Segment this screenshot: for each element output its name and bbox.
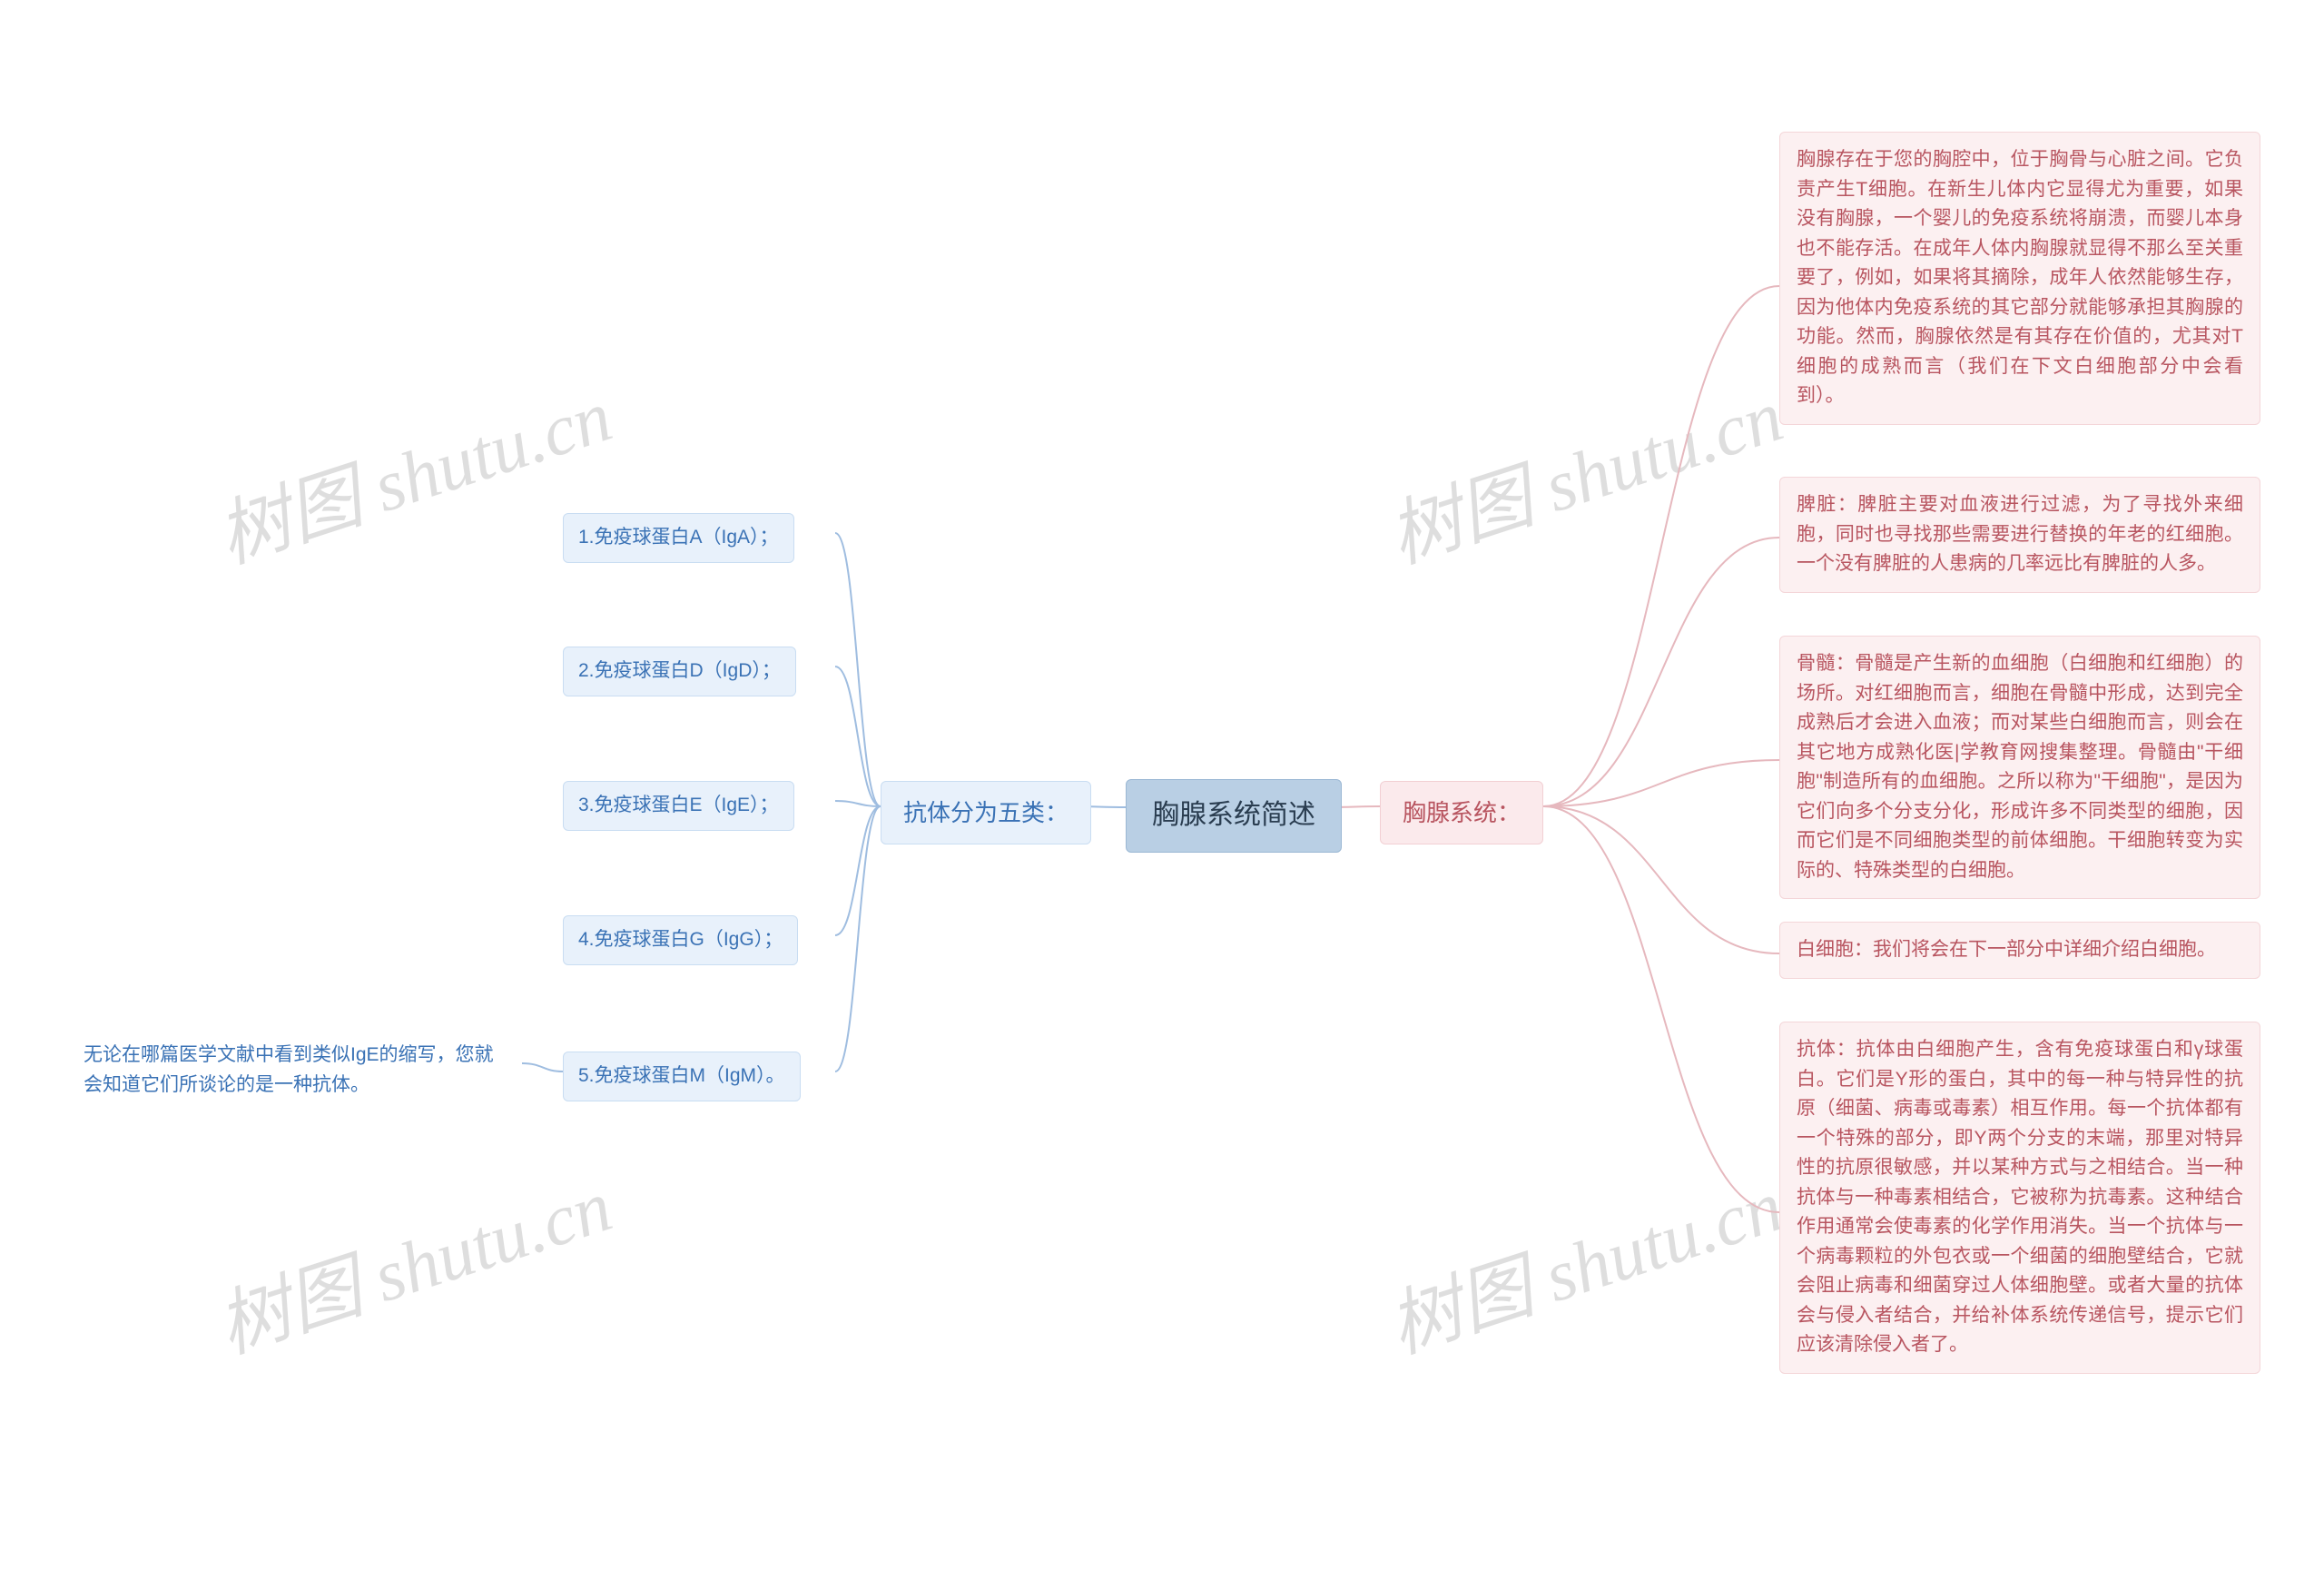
watermark: 树图 shutu.cn	[1374, 1147, 1794, 1373]
watermark: 树图 shutu.cn	[202, 1147, 623, 1373]
left-item[interactable]: 5.免疫球蛋白M（IgM）。	[563, 1052, 801, 1101]
left-item[interactable]: 3.免疫球蛋白E（IgE）；	[563, 781, 794, 831]
watermark: 树图 shutu.cn	[1374, 357, 1794, 583]
left-item[interactable]: 1.免疫球蛋白A（IgA）；	[563, 513, 794, 563]
left-note[interactable]: 无论在哪篇医学文献中看到类似IgE的缩写，您就会知道它们所谈论的是一种抗体。	[68, 1031, 522, 1110]
left-branch-node[interactable]: 抗体分为五类：	[881, 781, 1091, 844]
right-detail[interactable]: 胸腺存在于您的胸腔中，位于胸骨与心脏之间。它负责产生T细胞。在新生儿体内它显得尤…	[1779, 132, 2260, 425]
right-detail[interactable]: 白细胞：我们将会在下一部分中详细介绍白细胞。	[1779, 922, 2260, 979]
right-detail[interactable]: 抗体：抗体由白细胞产生，含有免疫球蛋白和γ球蛋白。它们是Y形的蛋白，其中的每一种…	[1779, 1022, 2260, 1374]
watermark: 树图 shutu.cn	[202, 357, 623, 583]
left-item[interactable]: 4.免疫球蛋白G（IgG）；	[563, 915, 798, 965]
left-item[interactable]: 2.免疫球蛋白D（IgD）；	[563, 647, 796, 696]
right-branch-node[interactable]: 胸腺系统：	[1380, 781, 1543, 844]
right-detail[interactable]: 骨髓：骨髓是产生新的血细胞（白细胞和红细胞）的场所。对红细胞而言，细胞在骨髓中形…	[1779, 636, 2260, 899]
center-node[interactable]: 胸腺系统简述	[1126, 779, 1342, 853]
mindmap-canvas: 树图 shutu.cn 树图 shutu.cn 树图 shutu.cn 树图 s…	[0, 0, 2324, 1580]
right-detail[interactable]: 脾脏：脾脏主要对血液进行过滤，为了寻找外来细胞，同时也寻找那些需要进行替换的年老…	[1779, 477, 2260, 593]
